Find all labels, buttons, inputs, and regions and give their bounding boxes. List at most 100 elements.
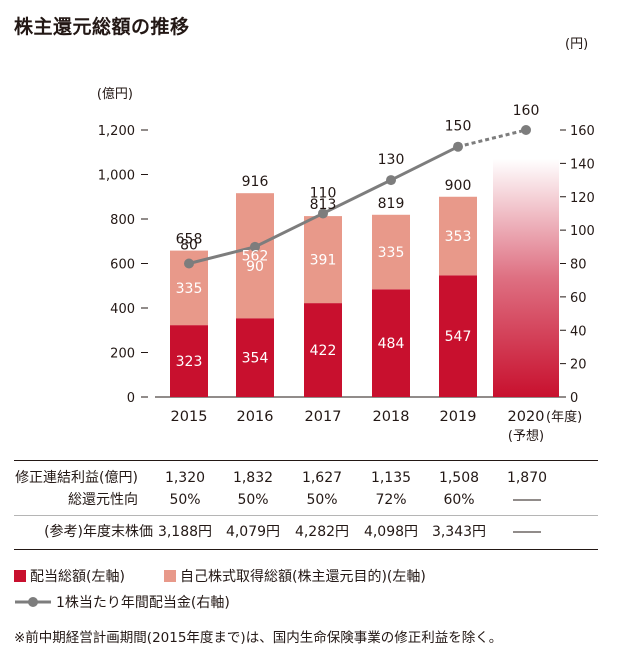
table-cell: 1,135 — [370, 470, 412, 486]
shareholder-return-chart: 0 200 400 600 800 1,000 1,200 (億円) 0 20 40 60 80 100 1… — [97, 37, 595, 444]
bar-dividend — [304, 303, 342, 397]
bar-dividend — [236, 318, 274, 397]
row-label-adjusted-profit: 修正連結利益(億円) — [15, 470, 138, 486]
data-label-dividend-per-share: 90 — [246, 259, 264, 275]
left-axis-unit: (億円) — [97, 86, 133, 102]
x-axis-unit: (年度) — [546, 409, 582, 425]
table-top-rule — [14, 460, 598, 461]
table-cell: 50% — [237, 492, 269, 508]
left-axis-tick-label: 400 — [110, 302, 135, 317]
data-label-total: 658 — [176, 232, 203, 248]
right-axis-tick-label: 80 — [570, 258, 587, 273]
bar-buyback — [236, 193, 274, 319]
bar-dividend — [170, 325, 208, 397]
legend-label-buyback: 自己株式取得総額(株主還元目的)(左軸) — [180, 569, 426, 585]
left-axis-tick-label: 1,000 — [98, 169, 135, 184]
left-axis-tick-label: 0 — [127, 391, 135, 406]
x-axis-tick-label: 2016 — [237, 409, 274, 425]
bar-buyback — [439, 196, 477, 276]
data-label-dividend-per-share: 80 — [180, 238, 198, 254]
left-axis-tick-label: 200 — [110, 347, 135, 362]
x-axis-tick-label: 2019 — [440, 409, 477, 425]
bar-buyback — [372, 214, 410, 290]
table-cell: 1,320 — [164, 470, 206, 486]
table-cell: 50% — [169, 492, 201, 508]
right-axis-tick-label: 120 — [570, 191, 595, 206]
legend-item-buyback: 自己株式取得総額(株主還元目的)(左軸) — [164, 566, 426, 586]
left-axis-tick-label: 800 — [110, 213, 135, 228]
table-cell: 1,508 — [438, 470, 480, 486]
data-label-dividend-per-share: 160 — [513, 103, 540, 119]
bar-buyback — [304, 216, 342, 304]
x-axis-tick-label: 2018 — [373, 409, 410, 425]
table-cell: ―― — [513, 524, 541, 540]
right-axis-tick-label: 20 — [570, 358, 587, 373]
bar-forecast-2020 — [493, 158, 559, 397]
row-label-payout-ratio: 総還元性向 — [68, 492, 138, 508]
data-label-total: 900 — [445, 178, 472, 194]
data-label-total: 813 — [310, 197, 337, 213]
data-label-dividend-per-share: 110 — [310, 185, 337, 201]
data-label-dividend: 547 — [445, 329, 472, 345]
table-cell: 3,188円 — [157, 524, 213, 540]
point-dividend-per-share — [250, 241, 260, 252]
point-dividend-per-share — [521, 125, 531, 135]
data-label-total: 916 — [242, 174, 269, 190]
table-cell: 50% — [306, 492, 338, 508]
point-dividend-per-share — [453, 141, 463, 152]
data-label-buyback: 353 — [445, 229, 472, 245]
right-axis-tick-label: 0 — [570, 391, 578, 406]
table-row: 修正連結利益(億円) 1,320 1,832 1,627 1,135 1,508… — [14, 467, 598, 489]
point-dividend-per-share — [184, 258, 194, 269]
table-bottom-rule — [14, 549, 598, 550]
table-cell: 3,343円 — [431, 524, 487, 540]
point-dividend-per-share — [318, 208, 328, 219]
right-axis-tick-label: 160 — [570, 124, 595, 139]
legend-label-per-share: 1株当たり年間配当金(右軸) — [56, 595, 230, 611]
right-axis-tick-label: 40 — [570, 324, 587, 339]
x-axis-tick-label: 2020 — [508, 409, 545, 425]
data-label-dividend: 323 — [176, 354, 203, 370]
x-axis-tick-label: 2015 — [171, 409, 208, 425]
table-cell: 72% — [375, 492, 407, 508]
data-label-total: 819 — [378, 196, 405, 212]
table-cell: 4,079円 — [225, 524, 281, 540]
legend-item-per-share: 1株当たり年間配当金(右軸) — [14, 592, 230, 612]
data-label-dividend-per-share: 130 — [378, 152, 405, 168]
data-label-buyback: 335 — [378, 245, 405, 261]
legend-line-marker-icon — [15, 597, 51, 607]
right-axis-tick-label: 140 — [570, 157, 595, 172]
bar-dividend — [372, 289, 410, 397]
data-label-buyback: 391 — [310, 253, 337, 269]
legend-label-dividend: 配当総額(左軸) — [30, 569, 125, 585]
table-cell: ―― — [513, 492, 541, 508]
footnote: ※前中期経営計画期間(2015年度まで)は、国内生命保険事業の修正利益を除く。 — [14, 630, 503, 646]
table-row: (参考)年度末株価 3,188円 4,079円 4,282円 4,098円 3,… — [14, 521, 598, 543]
data-label-dividend: 354 — [242, 351, 269, 367]
legend-item-dividend: 配当総額(左軸) — [14, 566, 125, 586]
data-label-dividend: 484 — [378, 336, 405, 352]
x-axis-tick-label: 2017 — [305, 409, 342, 425]
table-cell: 1,832 — [232, 470, 274, 486]
chart-title: 株主還元総額の推移 — [14, 16, 190, 38]
point-dividend-per-share — [386, 175, 396, 186]
table-cell: 60% — [443, 492, 475, 508]
row-label-share-price: (参考)年度末株価 — [44, 524, 153, 540]
table-cell: 4,282円 — [294, 524, 350, 540]
data-label-buyback: 562 — [242, 249, 269, 265]
left-axis-tick-label: 600 — [110, 258, 135, 273]
x-axis-forecast-note: (予想) — [508, 428, 544, 444]
data-label-dividend-per-share: 150 — [445, 119, 472, 135]
left-axis-tick-label: 1,200 — [98, 124, 135, 139]
bar-dividend — [439, 275, 477, 397]
table-mid-rule — [14, 515, 598, 516]
data-label-dividend: 422 — [310, 343, 337, 359]
line-dividend-per-share-forecast — [457, 128, 527, 149]
right-axis-tick-label: 60 — [570, 291, 587, 306]
table-cell: 1,627 — [301, 470, 343, 486]
table-cell: 1,870 — [506, 470, 548, 486]
legend-swatch-dividend — [14, 570, 26, 582]
right-axis-tick-label: 100 — [570, 224, 595, 239]
legend-swatch-buyback — [164, 570, 176, 582]
data-label-buyback: 335 — [176, 281, 203, 297]
